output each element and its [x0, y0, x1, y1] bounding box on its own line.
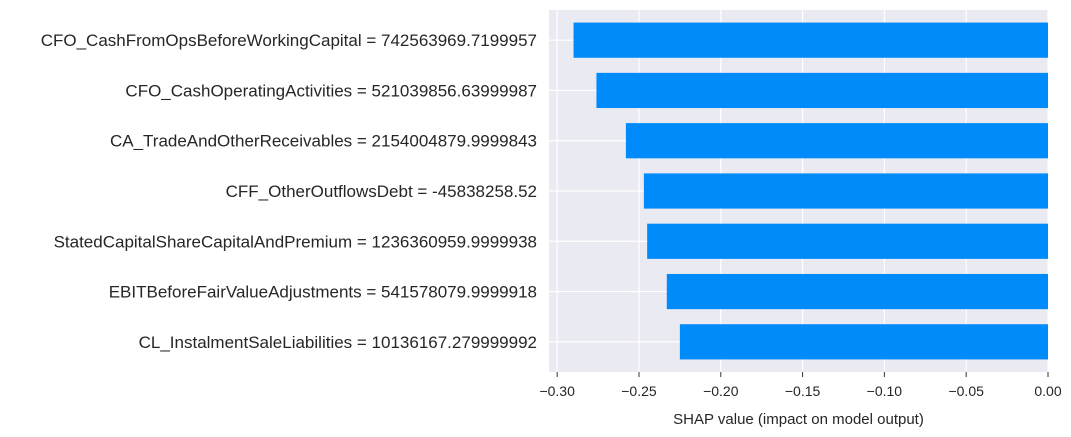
x-tick-label: −0.20: [703, 383, 739, 399]
x-tick-label: −0.10: [867, 383, 903, 399]
x-axis-label: SHAP value (impact on model output): [673, 411, 924, 428]
feature-label: CL_InstalmentSaleLiabilities = 10136167.…: [139, 333, 537, 352]
x-tick-label: −0.05: [948, 383, 984, 399]
bars: [573, 22, 1048, 360]
bar: [647, 223, 1048, 259]
bar: [573, 22, 1048, 58]
x-tick-label: −0.30: [539, 383, 575, 399]
feature-label: CFO_CashOperatingActivities = 521039856.…: [125, 81, 537, 100]
x-tick-label: −0.15: [785, 383, 821, 399]
feature-label: EBITBeforeFairValueAdjustments = 5415780…: [109, 283, 537, 302]
feature-label: StatedCapitalShareCapitalAndPremium = 12…: [54, 232, 537, 251]
feature-label: CA_TradeAndOtherReceivables = 2154004879…: [110, 132, 537, 151]
feature-label: CFF_OtherOutflowsDebt = -45838258.52: [226, 182, 537, 201]
x-tick-label: 0.00: [1034, 383, 1061, 399]
bar: [643, 173, 1048, 209]
bar: [666, 273, 1048, 310]
x-tick-label: −0.25: [621, 383, 657, 399]
bar: [625, 123, 1048, 159]
bar: [679, 324, 1048, 360]
y-tick-labels: CFO_CashFromOpsBeforeWorkingCapital = 74…: [41, 31, 537, 352]
bar: [596, 72, 1048, 109]
feature-label: CFO_CashFromOpsBeforeWorkingCapital = 74…: [41, 31, 537, 50]
x-tick-labels: −0.30 −0.25 −0.20 −0.15 −0.10 −0.05 0.00: [539, 372, 1062, 399]
